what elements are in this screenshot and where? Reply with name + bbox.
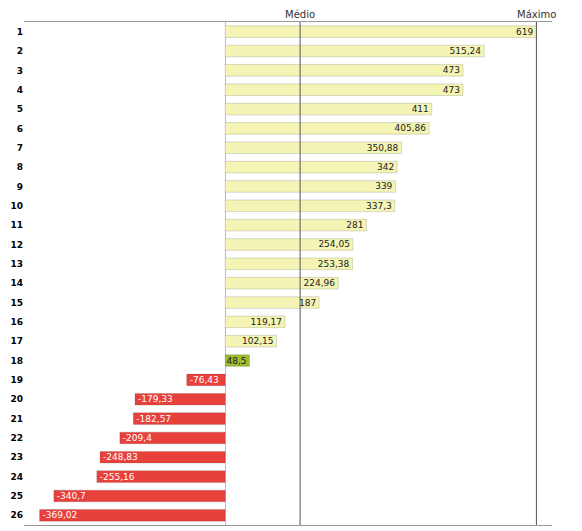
svg-text:17: 17 xyxy=(10,336,23,346)
svg-text:22: 22 xyxy=(10,433,23,443)
svg-text:11: 11 xyxy=(10,220,23,230)
svg-text:16: 16 xyxy=(10,317,23,327)
svg-text:-76,43: -76,43 xyxy=(190,375,219,385)
svg-text:119,17: 119,17 xyxy=(251,317,283,327)
svg-text:1: 1 xyxy=(17,27,23,37)
svg-text:7: 7 xyxy=(17,143,23,153)
svg-text:254,05: 254,05 xyxy=(318,239,350,249)
svg-text:253,38: 253,38 xyxy=(318,259,350,269)
svg-text:13: 13 xyxy=(10,259,23,269)
svg-text:18: 18 xyxy=(10,356,23,366)
svg-text:102,15: 102,15 xyxy=(242,336,274,346)
svg-text:4: 4 xyxy=(17,85,23,95)
svg-text:12: 12 xyxy=(10,240,23,250)
svg-text:619: 619 xyxy=(516,27,533,37)
svg-text:-369,02: -369,02 xyxy=(43,510,78,520)
svg-text:-255,16: -255,16 xyxy=(100,472,135,482)
svg-text:-182,57: -182,57 xyxy=(136,414,171,424)
svg-text:Médio: Médio xyxy=(285,9,315,20)
svg-text:350,88: 350,88 xyxy=(367,143,399,153)
svg-text:15: 15 xyxy=(10,298,23,308)
svg-text:3: 3 xyxy=(17,66,23,76)
svg-text:25: 25 xyxy=(10,491,23,501)
svg-text:-340,7: -340,7 xyxy=(57,491,86,501)
svg-text:5: 5 xyxy=(17,104,23,114)
svg-text:10: 10 xyxy=(10,201,23,211)
svg-text:281: 281 xyxy=(346,220,363,230)
svg-text:6: 6 xyxy=(17,124,23,134)
svg-text:9: 9 xyxy=(17,182,23,192)
svg-text:337,3: 337,3 xyxy=(366,201,392,211)
svg-text:20: 20 xyxy=(10,394,23,404)
svg-text:23: 23 xyxy=(10,452,23,462)
svg-text:48,5: 48,5 xyxy=(226,356,246,366)
svg-text:-248,83: -248,83 xyxy=(103,452,138,462)
svg-text:24: 24 xyxy=(10,472,23,482)
svg-text:342: 342 xyxy=(377,162,394,172)
svg-text:26: 26 xyxy=(10,510,23,520)
svg-text:-209,4: -209,4 xyxy=(123,433,152,443)
svg-text:14: 14 xyxy=(10,278,23,288)
svg-text:411: 411 xyxy=(412,104,429,114)
svg-text:-179,33: -179,33 xyxy=(138,394,173,404)
svg-text:339: 339 xyxy=(375,181,392,191)
svg-text:187: 187 xyxy=(299,298,316,308)
svg-text:21: 21 xyxy=(10,414,23,424)
svg-text:224,96: 224,96 xyxy=(304,278,336,288)
svg-text:19: 19 xyxy=(10,375,23,385)
svg-text:515,24: 515,24 xyxy=(449,46,481,56)
svg-text:8: 8 xyxy=(17,162,23,172)
svg-text:2: 2 xyxy=(17,46,23,56)
svg-text:473: 473 xyxy=(443,65,460,75)
svg-text:Máximo: Máximo xyxy=(517,9,556,20)
svg-text:405,86: 405,86 xyxy=(394,123,426,133)
svg-text:473: 473 xyxy=(443,85,460,95)
